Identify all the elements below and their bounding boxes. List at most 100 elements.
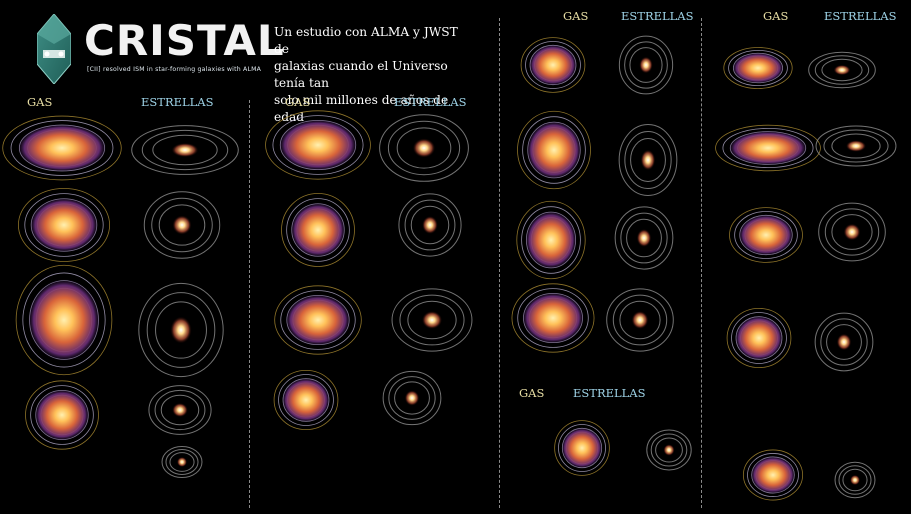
gas-contour (274, 285, 362, 355)
stars-contour (407, 300, 457, 340)
stars-contour (629, 47, 663, 83)
stars-contour (626, 218, 662, 258)
stars-contour (394, 381, 430, 415)
gas-contour (728, 49, 788, 87)
separator (249, 100, 250, 508)
stars-contour (831, 133, 881, 159)
brand-title: CRISTAL (84, 16, 285, 65)
gas-contour (273, 369, 339, 431)
stars-contour (818, 202, 886, 262)
stars-contour (160, 394, 200, 426)
stars-contour (624, 41, 668, 89)
separator (499, 18, 500, 508)
stars-contour (820, 318, 868, 366)
gas-emission (34, 389, 90, 441)
stars-contour (826, 324, 862, 360)
gas-contour (15, 264, 113, 376)
gas-contour (729, 207, 803, 263)
stellar-emission (412, 138, 436, 158)
stars-contour (138, 282, 224, 378)
subtitle: Un estudio con ALMA y JWST de galaxias c… (274, 24, 474, 126)
stellar-emission (640, 149, 656, 171)
gas-emission (738, 214, 794, 256)
gas-contour (24, 193, 104, 257)
gas-emission (561, 427, 603, 469)
label-gas-col2: GAS (285, 95, 311, 109)
stars-contour (655, 437, 683, 463)
gas-contour (715, 124, 821, 172)
stars-contour (815, 125, 897, 167)
gas-contour (272, 115, 364, 175)
gas-contour (525, 41, 581, 89)
stars-contour (606, 288, 674, 352)
label-stars-col4: ESTRELLAS (824, 9, 897, 23)
label-stars-col2: ESTRELLAS (394, 95, 467, 109)
stars-contour (158, 204, 206, 246)
stellar-emission (171, 142, 199, 158)
gas-contour (723, 47, 793, 89)
stars-contour (630, 138, 666, 182)
stars-contour (382, 370, 442, 426)
stars-contour (821, 58, 863, 82)
stars-contour (612, 294, 668, 346)
gas-contour (281, 193, 355, 267)
stellar-emission (172, 215, 192, 235)
gas-emission (525, 211, 577, 269)
gas-contour (731, 312, 787, 364)
subtitle-line: galaxias cuando el Universo tenía tan (274, 59, 448, 90)
stars-contour (624, 131, 672, 189)
stellar-emission (845, 140, 867, 152)
brand-tagline: [CII] resolved ISM in star-forming galax… (87, 66, 262, 73)
stars-contour (619, 300, 661, 340)
stars-contour (650, 433, 688, 467)
stellar-emission (843, 223, 861, 241)
stars-contour (823, 129, 889, 163)
stars-contour (404, 199, 456, 251)
gas-contour (278, 374, 334, 426)
gas-emission (285, 294, 351, 346)
gas-contour (521, 206, 581, 274)
gas-emission (750, 456, 796, 494)
gas-emission (529, 44, 577, 86)
gas-contour (734, 211, 798, 259)
gas-emission (30, 197, 98, 253)
stellar-emission (631, 311, 649, 329)
stars-contour (146, 292, 216, 368)
gas-contour (558, 424, 606, 472)
gas-emission (17, 124, 107, 172)
stars-contour (391, 288, 473, 352)
stars-contour (842, 468, 868, 492)
gas-contour (30, 385, 94, 445)
gas-contour (280, 290, 356, 350)
gas-emission (282, 377, 330, 423)
label-stars-col3-bottom: ESTRELLAS (573, 386, 646, 400)
gas-contour (747, 453, 799, 497)
gas-emission (278, 119, 358, 171)
stellar-emission (836, 333, 852, 351)
stars-contour (824, 208, 880, 256)
stars-contour (398, 193, 462, 257)
stars-contour (161, 445, 203, 479)
subtitle-line: Un estudio con ALMA y JWST de (274, 25, 458, 56)
cristal-logo-crystal-icon (37, 14, 71, 84)
gas-contour (516, 200, 586, 280)
label-gas-col1: GAS (27, 95, 53, 109)
gas-emission (290, 202, 346, 258)
stars-contour (155, 301, 207, 359)
separator (701, 18, 702, 508)
label-stars-col1: ESTRELLAS (141, 95, 214, 109)
gas-emission (735, 315, 783, 361)
stars-contour (814, 55, 870, 85)
stars-contour (169, 452, 195, 472)
stellar-emission (421, 311, 443, 329)
gas-emission (526, 121, 582, 179)
gas-contour (22, 272, 106, 368)
label-gas-col3: GAS (563, 9, 589, 23)
stars-contour (151, 197, 213, 253)
gas-contour (2, 115, 122, 181)
gas-contour (520, 37, 586, 93)
gas-emission (28, 279, 100, 361)
stars-contour (410, 205, 450, 245)
stellar-emission (833, 64, 851, 76)
